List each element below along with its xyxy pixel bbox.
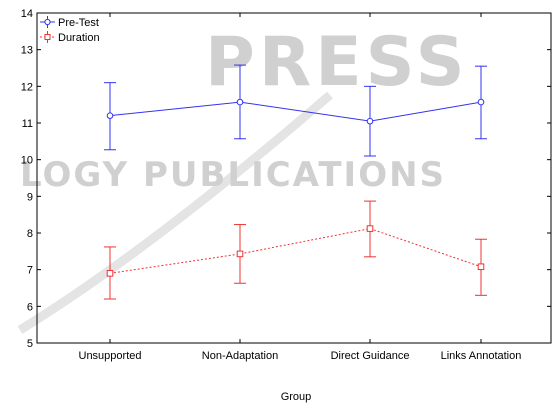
x-tick-label: Unsupported bbox=[79, 350, 142, 362]
data-point bbox=[236, 250, 244, 258]
y-tick-label: 12 bbox=[21, 81, 33, 93]
y-axis: 5 6 7 8 9 10 11 12 13 14 bbox=[21, 8, 551, 350]
x-axis: Unsupported Non-Adaptation Direct Guidance… bbox=[79, 13, 522, 362]
data-point bbox=[366, 225, 374, 232]
x-tick-label: Direct Guidance bbox=[331, 350, 410, 362]
data-point bbox=[477, 263, 485, 271]
watermark-publications: LOGY PUBLICATIONS bbox=[20, 155, 446, 195]
data-point bbox=[106, 112, 114, 119]
y-tick-label: 10 bbox=[21, 155, 33, 167]
legend-marker-duration bbox=[44, 34, 51, 40]
y-tick-label: 6 bbox=[27, 301, 33, 313]
series-line bbox=[109, 101, 482, 122]
legend-label-duration: Duration bbox=[58, 32, 100, 44]
data-point bbox=[366, 117, 374, 125]
y-tick-label: 7 bbox=[27, 265, 33, 277]
x-tick-label: Non-Adaptation bbox=[202, 350, 278, 362]
y-tick-label: 5 bbox=[27, 338, 33, 350]
y-tick-label: 14 bbox=[21, 8, 33, 20]
data-point bbox=[477, 98, 485, 106]
watermark-press: PRESS bbox=[205, 23, 469, 102]
plot-area bbox=[36, 12, 552, 344]
data-point bbox=[236, 98, 244, 106]
y-tick-label: 11 bbox=[22, 118, 33, 130]
watermark-swoosh bbox=[17, 91, 333, 334]
y-tick-label: 8 bbox=[27, 228, 33, 240]
legend-marker-pre-test bbox=[44, 18, 51, 26]
x-axis-label: Group bbox=[281, 391, 312, 403]
legend: Pre-Test Duration bbox=[40, 16, 100, 44]
y-tick-label: 9 bbox=[27, 191, 33, 203]
y-tick-label: 13 bbox=[21, 45, 33, 57]
x-tick-label: Links Annotation bbox=[441, 350, 522, 362]
data-point bbox=[106, 270, 114, 277]
watermark: PRESS LOGY PUBLICATIONS bbox=[17, 23, 469, 334]
series-layer bbox=[104, 64, 487, 300]
legend-label-pre-test: Pre-Test bbox=[58, 17, 99, 29]
series-line bbox=[109, 228, 482, 274]
